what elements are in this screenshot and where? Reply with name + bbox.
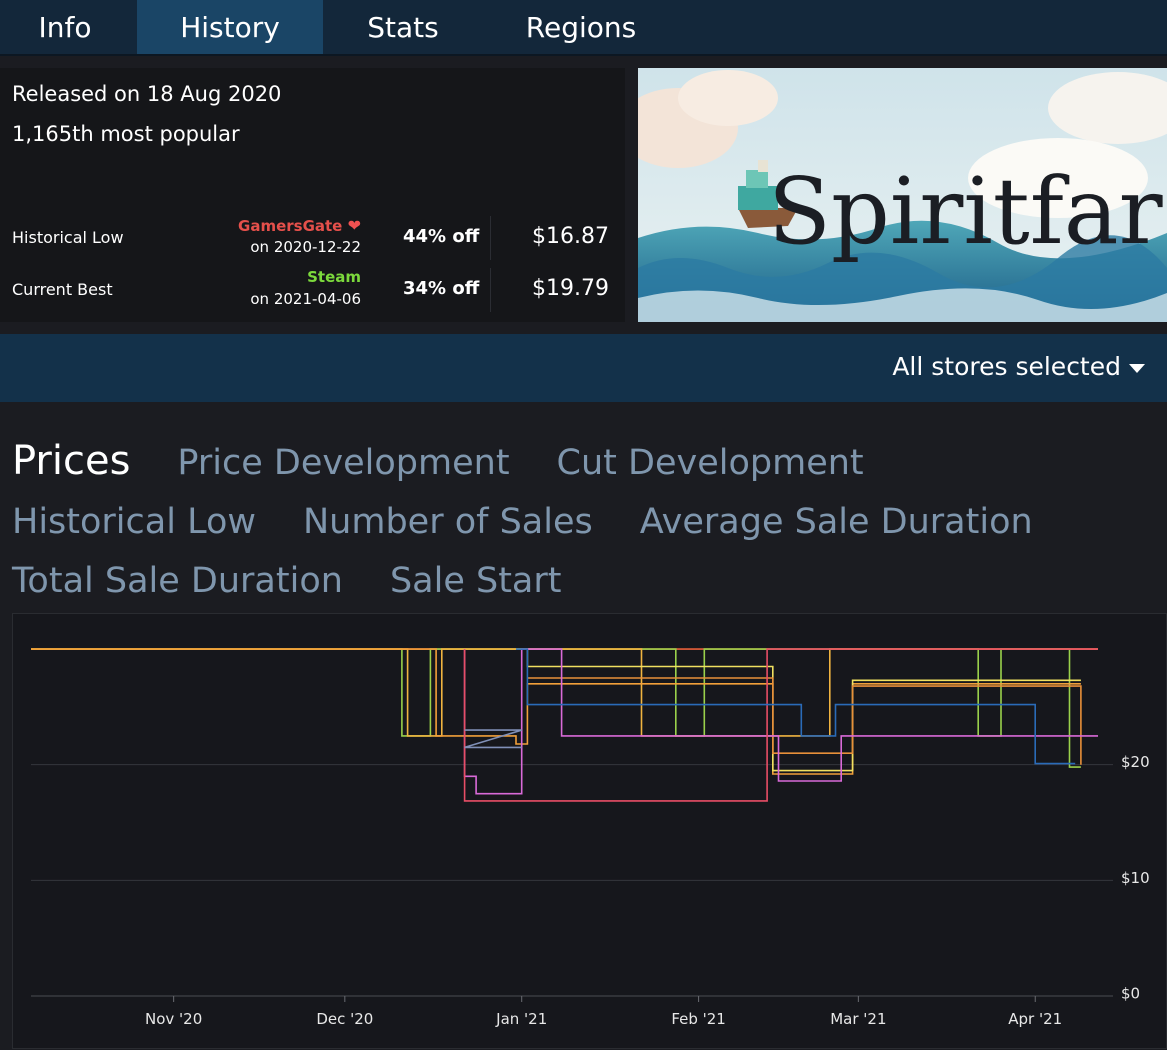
release-date: Released on 18 Aug 2020 bbox=[12, 82, 282, 106]
price-series-line[interactable] bbox=[464, 729, 522, 749]
store-filter-dropdown[interactable]: All stores selected bbox=[892, 352, 1145, 381]
x-tick-label: Feb '21 bbox=[671, 1010, 726, 1028]
current-best-label: Current Best bbox=[12, 280, 113, 299]
x-tick-label: Apr '21 bbox=[1008, 1010, 1062, 1028]
current-best-cut: 34% off bbox=[403, 278, 480, 299]
historical-low-row: Historical Low GamersGate ❤ on 2020-12-2… bbox=[0, 214, 625, 262]
banner-art: Spiritfarer bbox=[638, 68, 1167, 322]
current-best-date: on 2021-04-06 bbox=[250, 290, 361, 308]
x-tick-label: Nov '20 bbox=[145, 1010, 202, 1028]
chart-nav-cut-development[interactable]: Cut Development bbox=[556, 443, 864, 483]
historical-low-date: on 2020-12-22 bbox=[250, 238, 361, 256]
tab-info[interactable]: Info bbox=[38, 10, 92, 44]
tab-history[interactable]: History bbox=[137, 0, 323, 54]
price-series-line[interactable] bbox=[516, 648, 1076, 765]
game-info-panel: Released on 18 Aug 2020 1,165th most pop… bbox=[0, 68, 625, 322]
historical-low-store[interactable]: GamersGate ❤ bbox=[238, 216, 361, 235]
divider bbox=[490, 216, 491, 260]
historical-low-store-name: GamersGate bbox=[238, 217, 343, 235]
current-best-price: $19.79 bbox=[532, 276, 609, 301]
price-series-line[interactable] bbox=[527, 677, 1082, 765]
y-tick-label: $20 bbox=[1121, 753, 1150, 771]
caret-down-icon bbox=[1129, 363, 1145, 373]
store-filter-bar: All stores selected bbox=[0, 334, 1167, 402]
tab-bar: Info History Stats Regions bbox=[0, 0, 1167, 56]
chart-nav-number-of-sales[interactable]: Number of Sales bbox=[303, 502, 593, 542]
x-tick-label: Mar '21 bbox=[830, 1010, 886, 1028]
price-series-line[interactable] bbox=[463, 648, 1098, 802]
store-filter-label: All stores selected bbox=[892, 352, 1121, 381]
chart-nav-price-development[interactable]: Price Development bbox=[177, 443, 510, 483]
price-chart: $0 $10 $20 Nov '20 Dec '20 Jan '21 Feb '21 Mar … bbox=[12, 613, 1167, 1049]
x-tick-label: Dec '20 bbox=[316, 1010, 373, 1028]
chart-nav-prices[interactable]: Prices bbox=[12, 438, 131, 484]
price-series-line[interactable] bbox=[516, 648, 1081, 772]
chart-nav-sale-start[interactable]: Sale Start bbox=[389, 561, 562, 601]
price-series-line[interactable] bbox=[463, 648, 1098, 795]
y-tick-label: $10 bbox=[1121, 869, 1150, 887]
divider bbox=[490, 268, 491, 312]
chart-nav-average-sale-duration[interactable]: Average Sale Duration bbox=[639, 502, 1033, 542]
banner-logo-text: Spiritfarer bbox=[768, 158, 1167, 265]
tab-regions[interactable]: Regions bbox=[525, 10, 637, 44]
current-best-row: Current Best Steam on 2021-04-06 34% off… bbox=[0, 266, 625, 314]
price-series-line[interactable] bbox=[31, 648, 1098, 737]
historical-low-label: Historical Low bbox=[12, 228, 124, 247]
chart-nav-historical-low[interactable]: Historical Low bbox=[12, 502, 256, 542]
historical-low-cut: 44% off bbox=[403, 226, 480, 247]
x-tick-label: Jan '21 bbox=[495, 1010, 547, 1028]
game-banner-image: Spiritfarer bbox=[638, 68, 1167, 322]
current-best-store[interactable]: Steam bbox=[307, 268, 361, 286]
y-tick-label: $0 bbox=[1121, 985, 1140, 1003]
historical-low-price: $16.87 bbox=[532, 224, 609, 249]
popularity-rank: 1,165th most popular bbox=[12, 122, 240, 146]
price-series-line[interactable] bbox=[31, 648, 1081, 775]
chart-type-nav: Prices Price Development Cut Development Hi… bbox=[12, 432, 1162, 611]
chart-nav-total-sale-duration[interactable]: Total Sale Duration bbox=[12, 561, 343, 601]
tab-stats[interactable]: Stats bbox=[367, 10, 439, 44]
heart-icon: ❤ bbox=[347, 216, 361, 235]
